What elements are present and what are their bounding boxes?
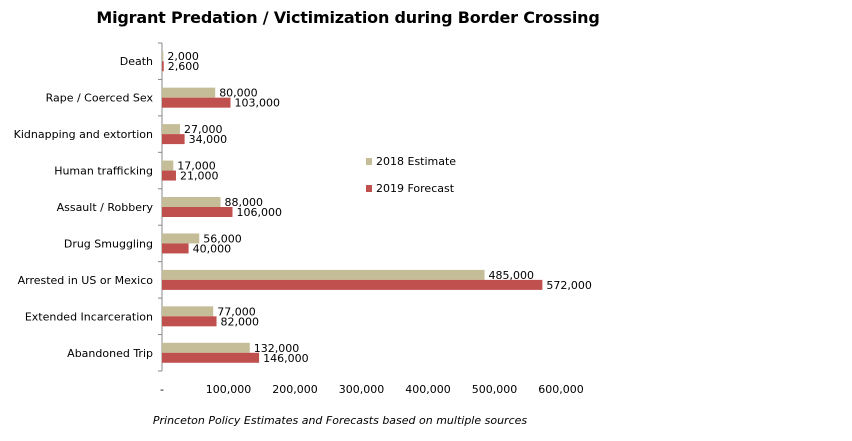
value-label-2019: 103,000	[234, 97, 280, 110]
bar-2018-estimate	[162, 342, 250, 353]
value-label-2018: 485,000	[489, 269, 535, 282]
value-label-2019: 146,000	[263, 352, 309, 365]
category-label: Abandoned Trip	[67, 347, 153, 360]
bar-2019-forecast	[162, 134, 185, 145]
bar-2018-estimate	[162, 269, 485, 280]
bar-2019-forecast	[162, 61, 164, 72]
bar-2018-estimate	[162, 124, 180, 135]
x-tick-label: 300,000	[339, 383, 385, 396]
legend-label: 2019 Forecast	[376, 182, 455, 195]
legend: 2018 Estimate 2019 Forecast	[366, 155, 456, 195]
value-label-2018: 56,000	[203, 232, 242, 245]
value-label-2019: 572,000	[546, 279, 592, 292]
legend-swatch	[366, 185, 372, 192]
category-label: Drug Smuggling	[64, 237, 153, 250]
category-label: Extended Incarceration	[25, 310, 153, 323]
bar-2019-forecast	[162, 352, 260, 363]
value-label-2019: 21,000	[180, 170, 219, 183]
value-label-2018: 2,000	[167, 50, 199, 63]
x-tick-label: 200,000	[272, 383, 318, 396]
legend-swatch	[366, 158, 372, 165]
x-tick-label: -	[160, 383, 164, 396]
bar-2019-forecast	[162, 97, 231, 108]
category-label: Assault / Robbery	[57, 201, 154, 214]
bar-2019-forecast	[162, 316, 217, 327]
bar-2018-estimate	[162, 87, 216, 98]
value-label-2019: 40,000	[193, 242, 232, 255]
x-tick-label: 100,000	[206, 383, 252, 396]
value-label-2019: 82,000	[221, 315, 260, 328]
source-caption: Princeton Policy Estimates and Forecasts…	[152, 414, 528, 427]
x-tick-label: 500,000	[472, 383, 518, 396]
value-label-2018: 88,000	[225, 196, 264, 209]
value-label-2019: 34,000	[189, 133, 228, 146]
value-label-2018: 132,000	[254, 342, 300, 355]
bar-2018-estimate	[162, 160, 174, 171]
category-label: Rape / Coerced Sex	[46, 92, 154, 105]
bar-2018-estimate	[162, 197, 221, 207]
value-label-2018: 80,000	[219, 87, 258, 100]
value-label-2018: 17,000	[177, 160, 216, 173]
category-label: Arrested in US or Mexico	[18, 274, 154, 287]
chart-title: Migrant Predation / Victimization during…	[96, 8, 600, 27]
bar-2018-estimate	[162, 306, 214, 317]
category-label: Death	[120, 55, 153, 68]
category-label: Human trafficking	[54, 165, 153, 178]
value-label-2018: 27,000	[184, 123, 223, 136]
bar-2018-estimate	[162, 233, 200, 244]
bar-2018-estimate	[162, 51, 164, 62]
bar-2019-forecast	[162, 170, 176, 181]
value-label-2019: 2,600	[168, 60, 200, 73]
bar-2019-forecast	[162, 243, 189, 254]
bar-2019-forecast	[162, 207, 233, 217]
value-label-2019: 106,000	[236, 206, 281, 219]
value-label-2018: 77,000	[217, 305, 256, 318]
category-label: Kidnapping and extortion	[14, 128, 153, 141]
legend-label: 2018 Estimate	[376, 155, 456, 168]
x-tick-label: 600,000	[538, 383, 584, 396]
x-tick-label: 400,000	[405, 383, 451, 396]
bar-2019-forecast	[162, 279, 543, 290]
